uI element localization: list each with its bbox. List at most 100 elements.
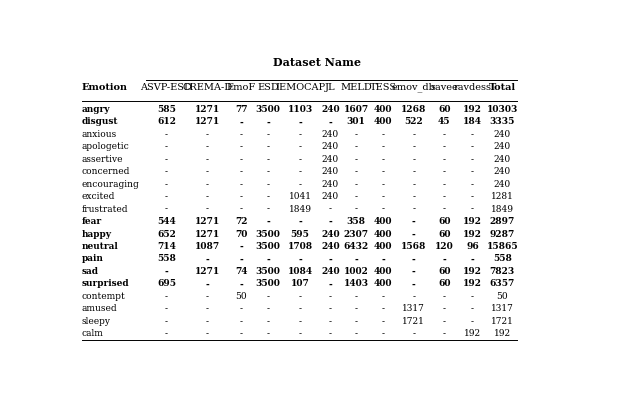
Text: angry: angry xyxy=(82,105,110,114)
Text: 240: 240 xyxy=(494,180,511,188)
Text: -: - xyxy=(206,329,209,338)
Text: fear: fear xyxy=(82,217,102,226)
Text: -: - xyxy=(412,205,415,213)
Text: -: - xyxy=(267,167,269,176)
Text: -: - xyxy=(299,317,302,326)
Text: -: - xyxy=(329,329,332,338)
Text: -: - xyxy=(240,192,243,201)
Text: -: - xyxy=(412,130,415,139)
Text: -: - xyxy=(165,317,168,326)
Text: 1403: 1403 xyxy=(344,280,369,288)
Text: frustrated: frustrated xyxy=(82,205,128,213)
Text: -: - xyxy=(354,130,358,139)
Text: -: - xyxy=(206,317,209,326)
Text: 558: 558 xyxy=(157,255,176,263)
Text: -: - xyxy=(240,155,243,164)
Text: 240: 240 xyxy=(494,130,511,139)
Text: 1087: 1087 xyxy=(195,242,220,251)
Text: -: - xyxy=(239,242,243,251)
Text: 1317: 1317 xyxy=(403,305,425,313)
Text: -: - xyxy=(299,292,302,301)
Text: -: - xyxy=(206,192,209,201)
Text: 1271: 1271 xyxy=(195,105,220,114)
Text: -: - xyxy=(354,155,358,164)
Text: -: - xyxy=(382,329,385,338)
Text: 1271: 1271 xyxy=(195,117,220,126)
Text: 77: 77 xyxy=(235,105,247,114)
Text: -: - xyxy=(299,167,302,176)
Text: 107: 107 xyxy=(291,280,309,288)
Text: -: - xyxy=(267,130,269,139)
Text: -: - xyxy=(382,142,385,151)
Text: -: - xyxy=(206,292,209,301)
Text: 400: 400 xyxy=(374,267,392,276)
Text: -: - xyxy=(412,155,415,164)
Text: -: - xyxy=(354,292,358,301)
Text: -: - xyxy=(267,155,269,164)
Text: ravdess: ravdess xyxy=(453,83,491,91)
Text: ESD: ESD xyxy=(257,83,279,91)
Text: assertive: assertive xyxy=(82,155,123,164)
Text: 240: 240 xyxy=(322,142,339,151)
Text: -: - xyxy=(354,142,358,151)
Text: -: - xyxy=(267,317,269,326)
Text: 72: 72 xyxy=(235,217,247,226)
Text: MELD: MELD xyxy=(340,83,372,91)
Text: -: - xyxy=(329,317,332,326)
Text: -: - xyxy=(354,180,358,188)
Text: 15865: 15865 xyxy=(486,242,518,251)
Text: 1103: 1103 xyxy=(287,105,313,114)
Text: savee: savee xyxy=(430,83,458,91)
Text: 240: 240 xyxy=(322,192,339,201)
Text: sad: sad xyxy=(82,267,99,276)
Text: -: - xyxy=(443,305,446,313)
Text: 595: 595 xyxy=(290,230,309,238)
Text: -: - xyxy=(267,192,269,201)
Text: 184: 184 xyxy=(463,117,482,126)
Text: 1721: 1721 xyxy=(403,317,425,326)
Text: -: - xyxy=(443,155,446,164)
Text: -: - xyxy=(382,130,385,139)
Text: 240: 240 xyxy=(321,242,340,251)
Text: 1568: 1568 xyxy=(401,242,427,251)
Text: 2897: 2897 xyxy=(489,217,515,226)
Text: -: - xyxy=(240,180,243,188)
Text: -: - xyxy=(443,130,446,139)
Text: -: - xyxy=(412,267,416,276)
Text: -: - xyxy=(412,192,415,201)
Text: -: - xyxy=(443,142,446,151)
Text: disgust: disgust xyxy=(82,117,118,126)
Text: 1271: 1271 xyxy=(195,267,220,276)
Text: -: - xyxy=(165,292,168,301)
Text: 2307: 2307 xyxy=(344,230,368,238)
Text: apologetic: apologetic xyxy=(82,142,129,151)
Text: -: - xyxy=(240,329,243,338)
Text: 1708: 1708 xyxy=(288,242,313,251)
Text: -: - xyxy=(382,305,385,313)
Text: -: - xyxy=(165,329,168,338)
Text: -: - xyxy=(240,317,243,326)
Text: 70: 70 xyxy=(235,230,247,238)
Text: -: - xyxy=(240,167,243,176)
Text: -: - xyxy=(381,255,385,263)
Text: Total: Total xyxy=(489,83,516,91)
Text: 652: 652 xyxy=(157,230,176,238)
Text: -: - xyxy=(354,255,358,263)
Text: -: - xyxy=(443,180,446,188)
Text: -: - xyxy=(267,142,269,151)
Text: sleepy: sleepy xyxy=(82,317,111,326)
Text: 3335: 3335 xyxy=(489,117,515,126)
Text: 240: 240 xyxy=(321,267,340,276)
Text: -: - xyxy=(382,167,385,176)
Text: -: - xyxy=(471,292,474,301)
Text: -: - xyxy=(206,155,209,164)
Text: -: - xyxy=(206,142,209,151)
Text: -: - xyxy=(382,180,385,188)
Text: -: - xyxy=(354,205,358,213)
Text: -: - xyxy=(412,167,415,176)
Text: -: - xyxy=(328,117,332,126)
Text: -: - xyxy=(443,292,446,301)
Text: 1002: 1002 xyxy=(344,267,368,276)
Text: 1607: 1607 xyxy=(344,105,369,114)
Text: -: - xyxy=(165,192,168,201)
